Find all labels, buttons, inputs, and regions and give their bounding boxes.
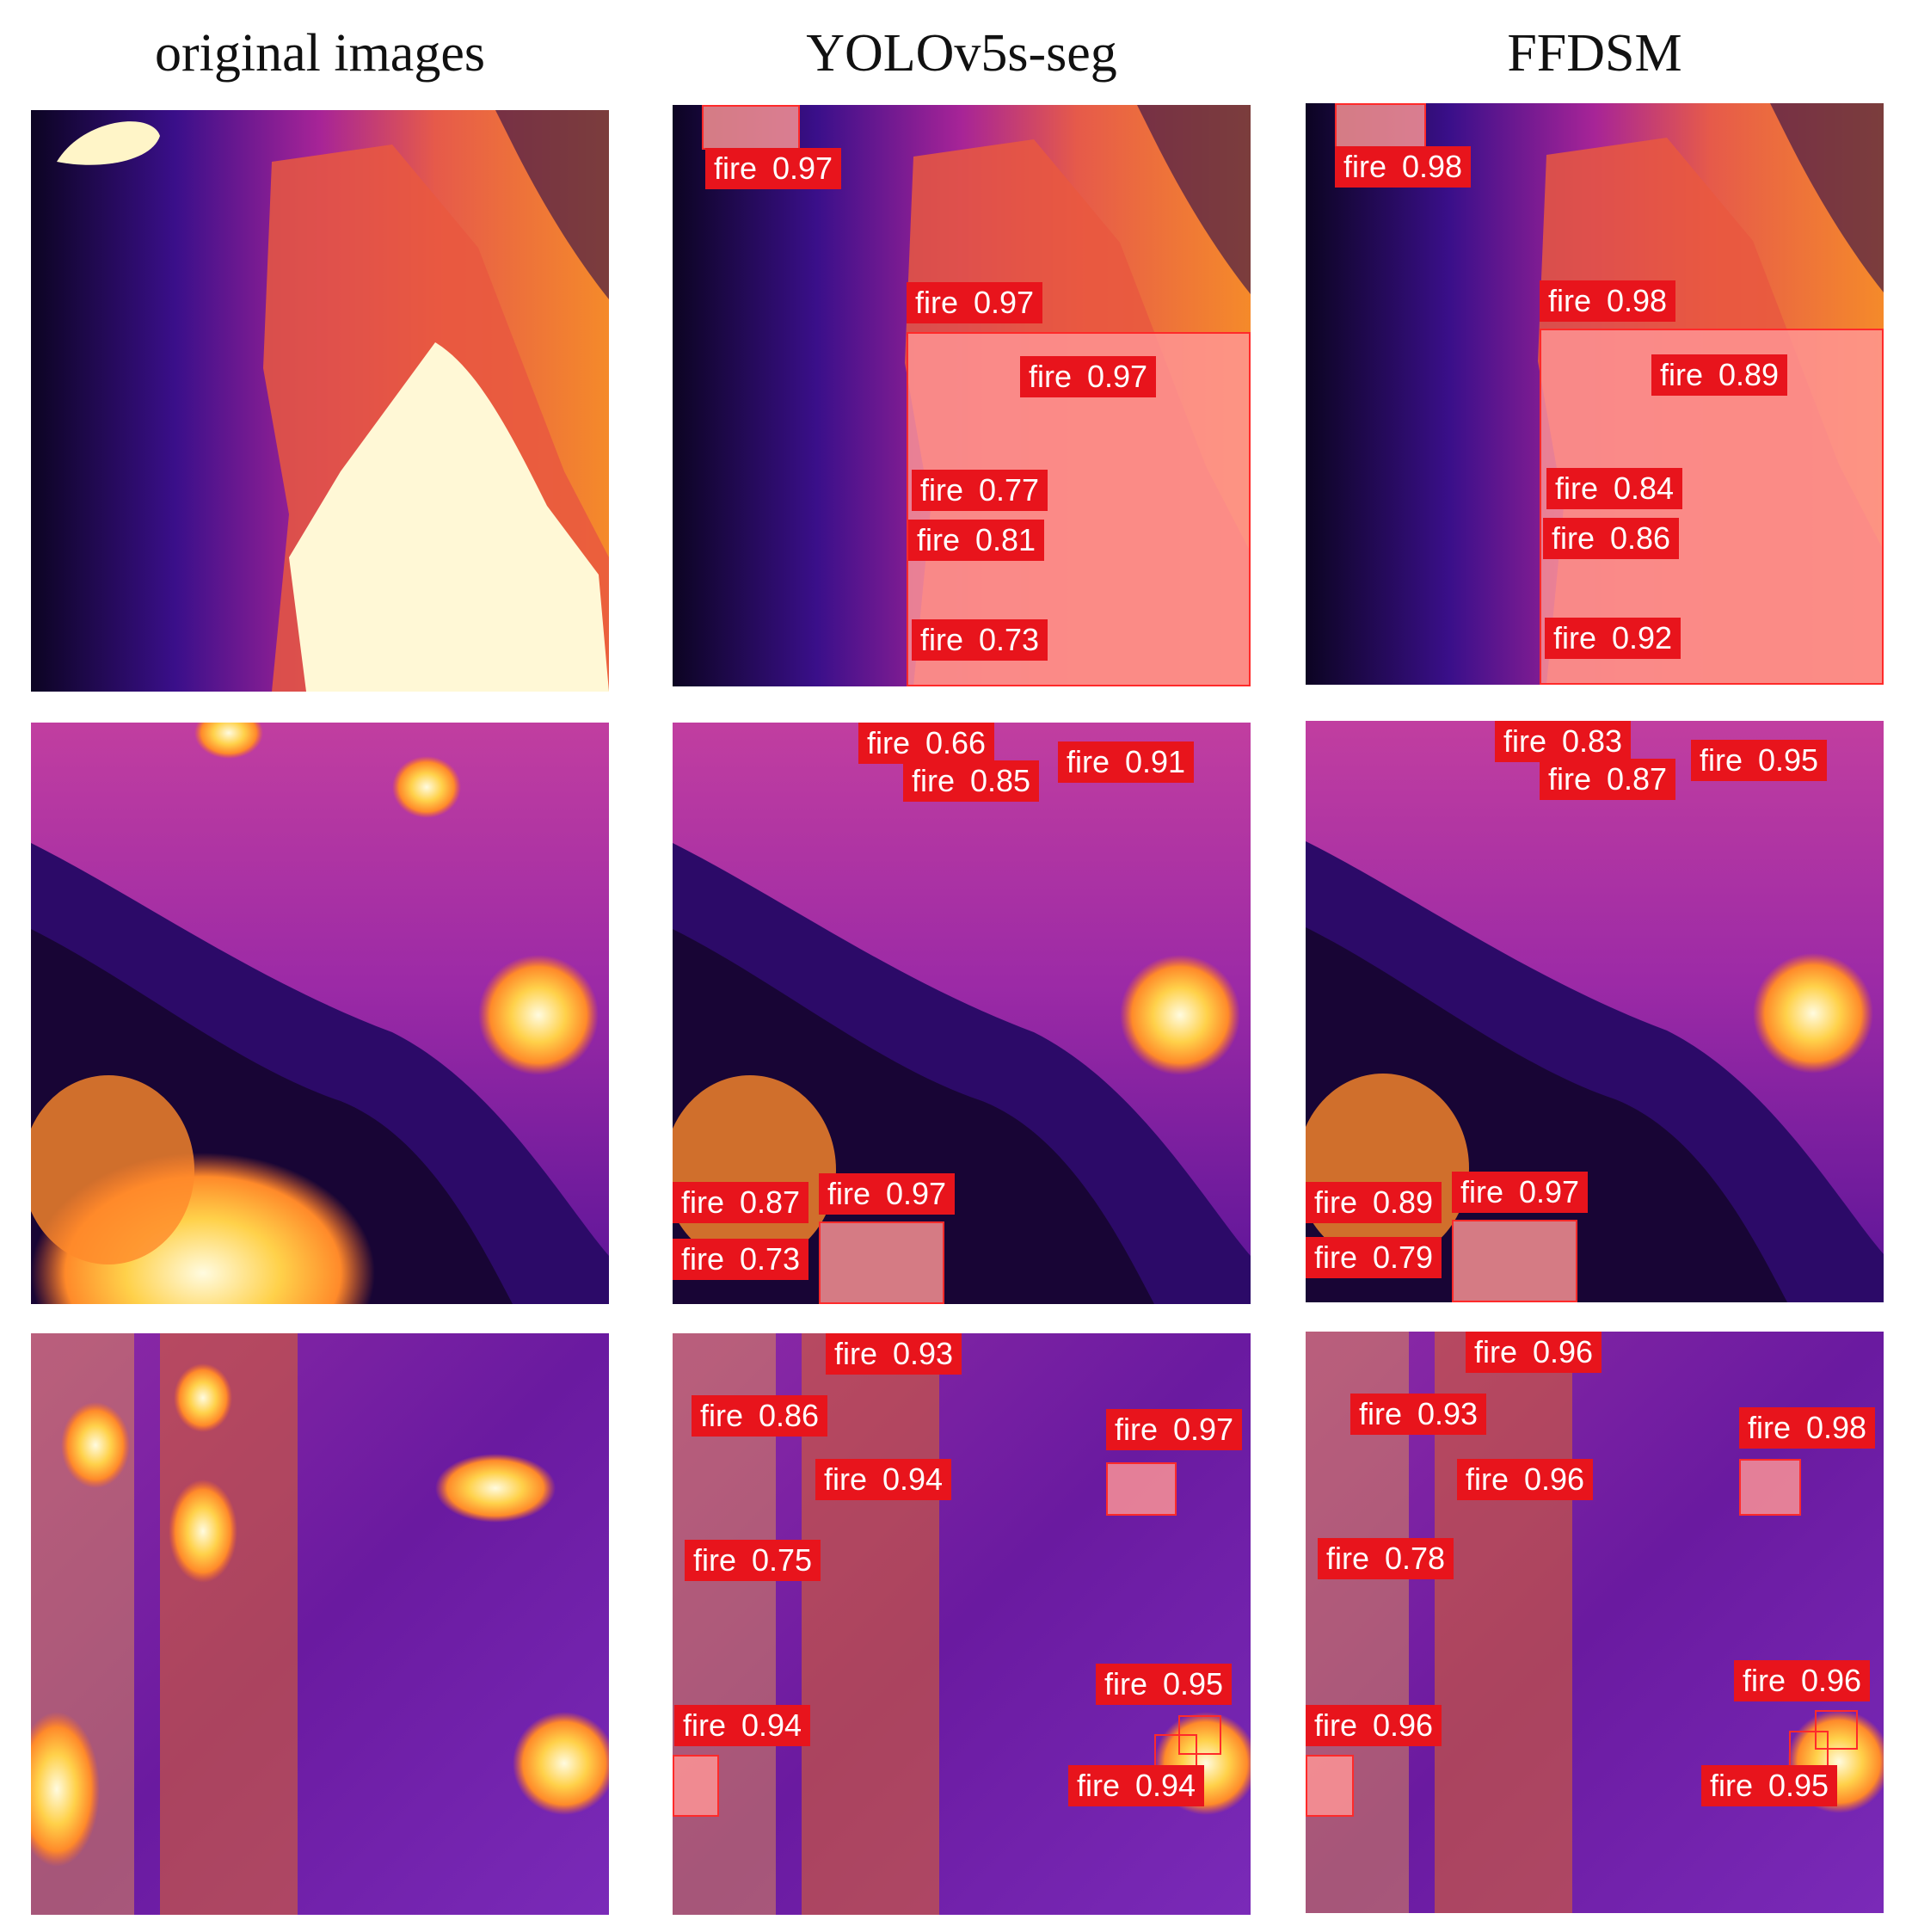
detection-label: fire 0.73 — [912, 619, 1048, 661]
detection-mask — [1335, 103, 1426, 150]
detection-mask — [1452, 1220, 1577, 1302]
panel-row1-yolo: fire 0.97 fire 0.97 fire 0.97 fire 0.77 fire… — [673, 105, 1251, 686]
detection-label: fire 0.95 — [1096, 1664, 1233, 1705]
detection-label: fire 0.97 — [1452, 1172, 1589, 1213]
detection-mask — [1106, 1462, 1177, 1516]
detection-label: fire 0.94 — [674, 1705, 811, 1746]
detection-label: fire 0.87 — [673, 1182, 809, 1223]
detection-label: fire 0.97 — [1106, 1409, 1243, 1450]
detection-label: fire 0.78 — [1318, 1538, 1454, 1579]
detection-label: fire 0.91 — [1058, 741, 1195, 783]
detection-label: fire 0.96 — [1734, 1660, 1871, 1701]
detection-label: fire 0.98 — [1739, 1407, 1876, 1449]
detection-label: fire 0.81 — [908, 520, 1045, 561]
detection-label: fire 0.84 — [1546, 468, 1683, 509]
detection-label: fire 0.94 — [1068, 1765, 1205, 1806]
detection-label: fire 0.96 — [1306, 1705, 1442, 1746]
detection-label: fire 0.79 — [1306, 1237, 1442, 1278]
detection-label: fire 0.86 — [1543, 518, 1680, 559]
detection-label: fire 0.89 — [1651, 354, 1788, 396]
detection-label: fire 0.77 — [912, 470, 1048, 511]
detection-label: fire 0.98 — [1540, 280, 1676, 322]
detection-label: fire 0.85 — [903, 760, 1040, 802]
thermal-image — [31, 1333, 609, 1915]
detection-mask — [673, 1755, 719, 1817]
detection-label: fire 0.96 — [1457, 1459, 1594, 1500]
detection-label: fire 0.75 — [685, 1540, 821, 1581]
panel-row3-original — [31, 1333, 609, 1915]
detection-mask — [1306, 1755, 1354, 1817]
detection-label: fire 0.87 — [1540, 759, 1676, 800]
detection-label: fire 0.98 — [1335, 146, 1472, 188]
panel-row3-ffdsm: fire 0.96 fire 0.93 fire 0.98 fire 0.96 fire… — [1306, 1332, 1884, 1913]
panel-row2-yolo: fire 0.66 fire 0.85 fire 0.91 fire 0.87 fire… — [673, 723, 1251, 1304]
col-title-ffdsm: FFDSM — [1507, 24, 1682, 83]
detection-label: fire 0.93 — [826, 1333, 962, 1375]
detection-label: fire 0.95 — [1701, 1765, 1838, 1806]
panel-row2-original — [31, 723, 609, 1304]
detection-label: fire 0.97 — [705, 148, 842, 189]
detection-mask — [819, 1221, 944, 1304]
detection-box — [1540, 329, 1884, 685]
panel-row1-original — [31, 110, 609, 692]
detection-label: fire 0.97 — [819, 1173, 956, 1215]
panel-row1-ffdsm: fire 0.98 fire 0.98 fire 0.89 fire 0.84 fire… — [1306, 103, 1884, 685]
detection-label: fire 0.96 — [1466, 1332, 1602, 1373]
detection-label: fire 0.86 — [692, 1395, 828, 1437]
thermal-image — [31, 110, 609, 692]
thermal-image — [31, 723, 609, 1304]
detection-label: fire 0.97 — [907, 282, 1043, 323]
detection-mask — [1739, 1459, 1801, 1516]
detection-label: fire 0.83 — [1495, 721, 1632, 762]
col-title-original: original images — [155, 24, 485, 83]
panel-row3-yolo: fire 0.93 fire 0.86 fire 0.97 fire 0.94 fire… — [673, 1333, 1251, 1915]
detection-label: fire 0.92 — [1545, 618, 1681, 659]
detection-mask — [702, 105, 800, 150]
col-title-yolo: YOLOv5s-seg — [806, 24, 1117, 83]
detection-label: fire 0.89 — [1306, 1182, 1442, 1223]
detection-label: fire 0.94 — [815, 1459, 952, 1500]
detection-label: fire 0.97 — [1020, 356, 1157, 397]
detection-label: fire 0.95 — [1691, 740, 1828, 781]
detection-label: fire 0.93 — [1350, 1394, 1487, 1435]
panel-row2-ffdsm: fire 0.83 fire 0.87 fire 0.95 fire 0.89 fire… — [1306, 721, 1884, 1302]
detection-box — [907, 332, 1251, 686]
detection-box — [1815, 1710, 1858, 1750]
detection-label: fire 0.66 — [858, 723, 995, 764]
detection-label: fire 0.73 — [673, 1239, 809, 1280]
